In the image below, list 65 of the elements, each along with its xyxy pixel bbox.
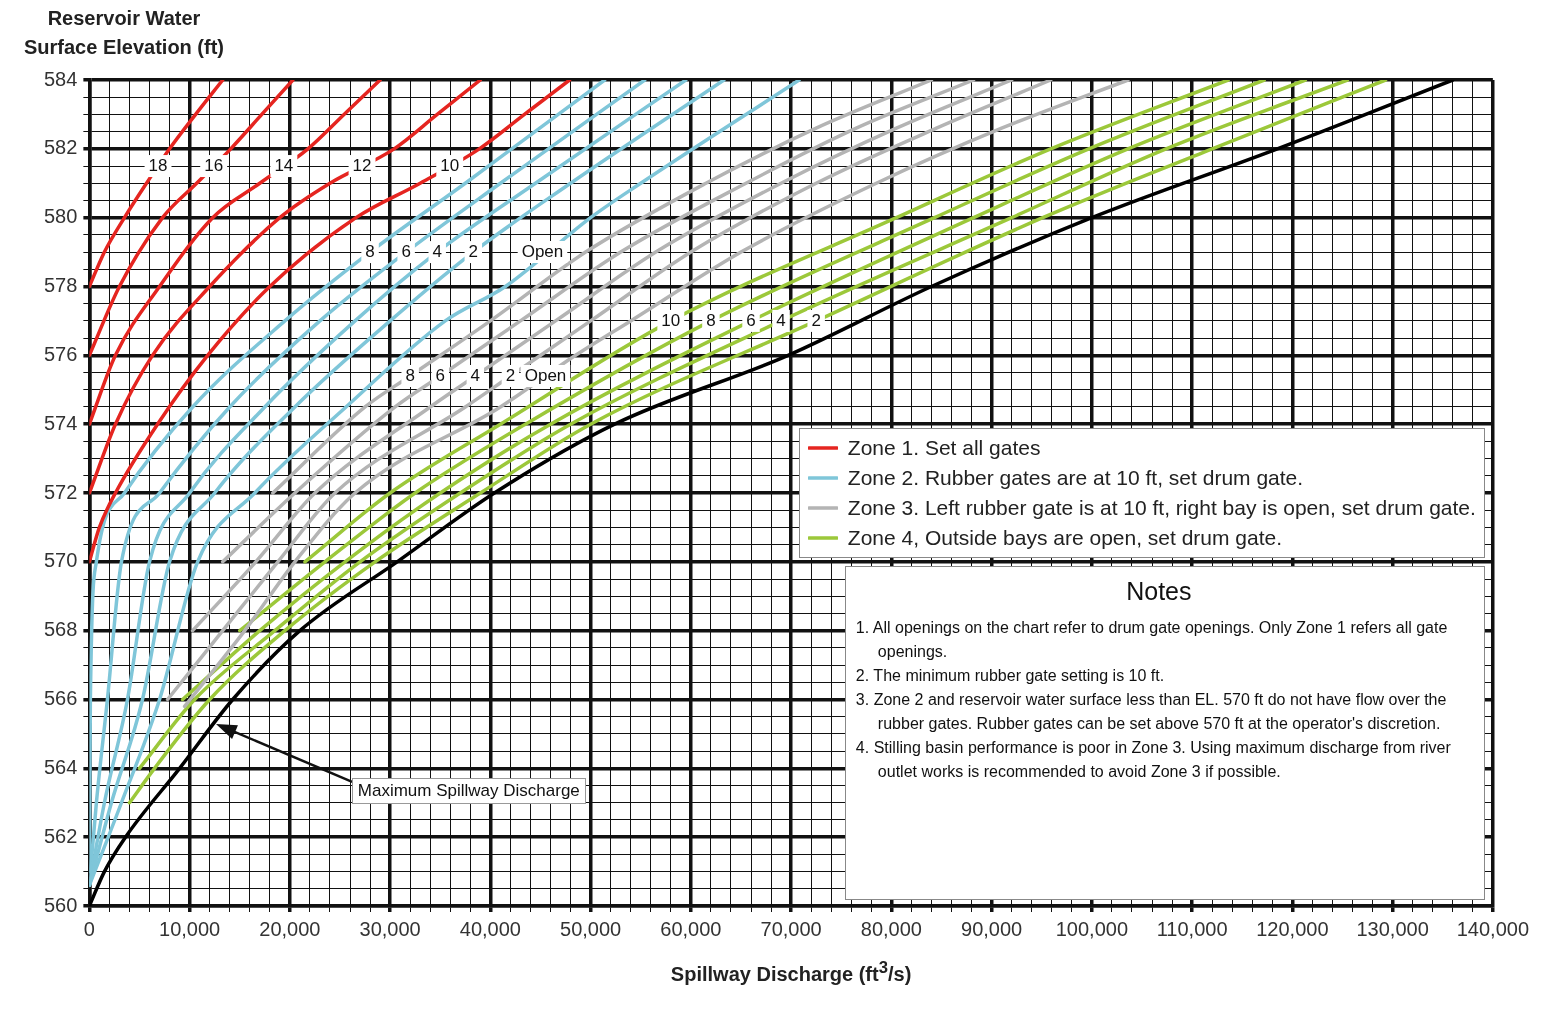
x-tick-label: 90,000 bbox=[961, 917, 1023, 940]
x-axis-title: Spillway Discharge (ft$^{3}$/s) bbox=[669, 958, 913, 986]
x-tick-label: 60,000 bbox=[660, 917, 722, 940]
annotation: 2 bbox=[811, 310, 821, 330]
annotation: 6 bbox=[401, 241, 411, 261]
annotation: 8 bbox=[365, 241, 375, 261]
x-tick-label: 10,000 bbox=[159, 917, 221, 940]
x-tick-label: 100,000 bbox=[1055, 917, 1129, 940]
annotation: 8 bbox=[405, 365, 415, 385]
annotation: 12 bbox=[352, 155, 372, 175]
annotation: 1. All openings on the chart refer to drum gate openings. Only Zone 1 refers all gate openings. bbox=[854, 618, 1449, 662]
x-tick-label: 50,000 bbox=[560, 917, 622, 940]
x-tick-label: 80,000 bbox=[860, 917, 922, 940]
line-series bbox=[89, 80, 225, 289]
legend-label: Zone 2. Rubber gates are at 10 ft, set drum gate. bbox=[847, 465, 1304, 491]
x-tick-label: 140,000 bbox=[1456, 917, 1529, 940]
x-tick-label: 120,000 bbox=[1256, 917, 1329, 940]
line-series bbox=[89, 80, 483, 495]
annotation: 4. Stilling basin performance is poor in Zone 3. Using maximum discharge from river outlet works is recommended to avoid Zone 3 if possible. bbox=[854, 738, 1452, 782]
annotation: 4 bbox=[776, 310, 786, 330]
annotation: 4 bbox=[432, 241, 442, 261]
legend-label: Zone 1. Set all gates bbox=[847, 435, 1041, 461]
annotation: 2 bbox=[505, 365, 516, 385]
annotation: 2. The minimum rubber gate setting is 10 ft. bbox=[854, 666, 1166, 686]
y-tick-label: 582 bbox=[43, 136, 78, 159]
y-axis-title: Reservoir Water Surface Elevation (ft) bbox=[22, 6, 225, 60]
annotation: 3. Zone 2 and reservoir water surface less than EL. 570 ft do not have flow over the rubber gates. Rubber gates can be set above 570 ft at the operator's discretion. bbox=[854, 690, 1448, 734]
annotation: 10 bbox=[440, 155, 460, 175]
line-series bbox=[89, 80, 572, 564]
annotation: 2 bbox=[468, 241, 479, 261]
annotation: 8 bbox=[706, 310, 716, 330]
x-tick-label: 30,000 bbox=[359, 917, 421, 940]
y-tick-label: 572 bbox=[43, 480, 78, 503]
annotation: 4 bbox=[470, 365, 481, 385]
annotation: 6 bbox=[746, 310, 756, 330]
y-tick-label: 574 bbox=[43, 411, 78, 434]
y-tick-label: 580 bbox=[43, 205, 78, 228]
y-tick-label: 570 bbox=[43, 549, 78, 572]
x-tick-label: 0 bbox=[83, 917, 95, 940]
line-series bbox=[89, 80, 295, 358]
x-tick-label: 20,000 bbox=[259, 917, 321, 940]
legend-label: Zone 3. Left rubber gate is at 10 ft, right bay is open, set drum gate. bbox=[847, 495, 1476, 521]
y-tick-label: 576 bbox=[43, 342, 78, 365]
annotation: 14 bbox=[274, 155, 294, 175]
annotation: Maximum Spillway Discharge bbox=[351, 778, 586, 805]
y-tick-label: 560 bbox=[43, 893, 78, 916]
line-series bbox=[89, 80, 382, 426]
y-tick-label: 562 bbox=[43, 824, 78, 847]
annotation: Open bbox=[524, 365, 567, 385]
y-tick-label: 564 bbox=[43, 755, 78, 778]
y-tick-label: 568 bbox=[43, 618, 78, 641]
y-tick-label: 584 bbox=[43, 67, 78, 90]
annotation: 10 bbox=[661, 310, 681, 330]
x-tick-label: 110,000 bbox=[1156, 917, 1228, 940]
x-tick-label: 130,000 bbox=[1356, 917, 1429, 940]
annotation: 6 bbox=[435, 365, 445, 385]
annotation: Notes bbox=[1125, 577, 1193, 606]
x-tick-label: 70,000 bbox=[760, 917, 822, 940]
annotation: 18 bbox=[148, 155, 168, 175]
annotation: Open bbox=[521, 241, 564, 261]
y-tick-label: 566 bbox=[43, 687, 78, 710]
x-tick-label: 40,000 bbox=[459, 917, 521, 940]
annotation: 16 bbox=[204, 155, 224, 175]
legend-label: Zone 4, Outside bays are open, set drum gate. bbox=[847, 525, 1283, 551]
y-tick-label: 578 bbox=[43, 274, 78, 297]
